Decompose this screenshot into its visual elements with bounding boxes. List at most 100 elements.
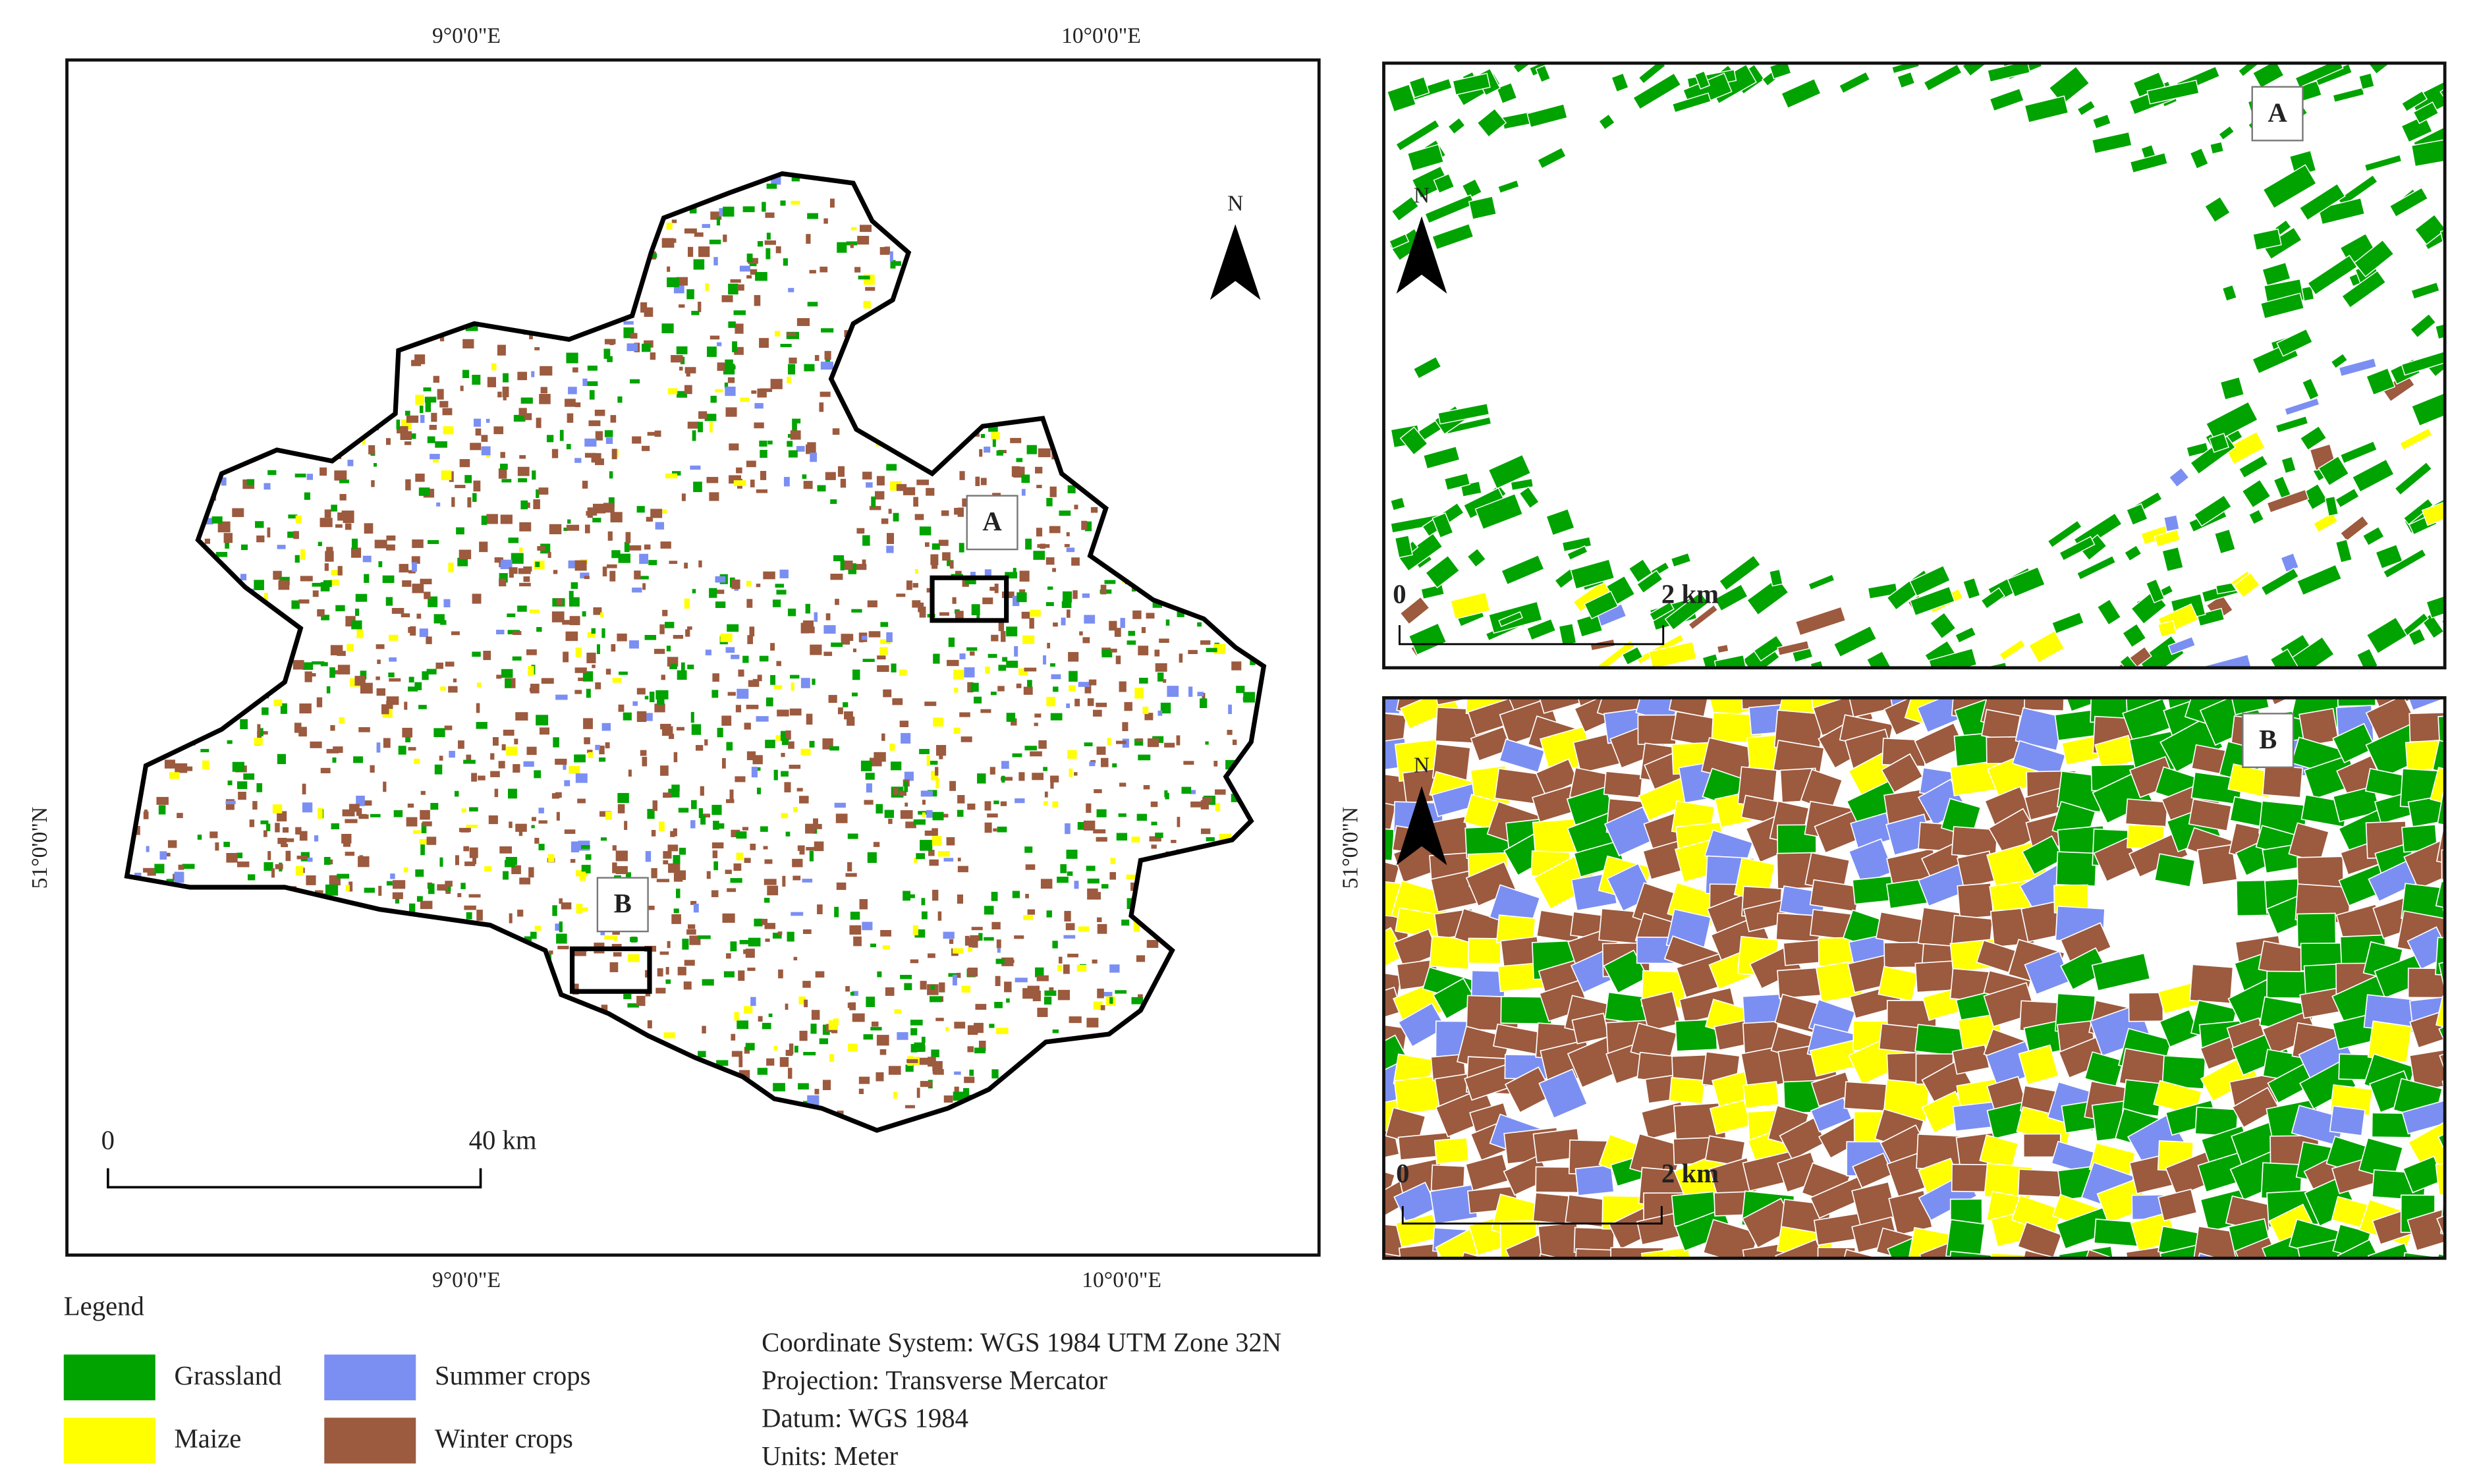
land-patch — [331, 823, 340, 830]
land-patch — [879, 639, 891, 644]
land-patch — [377, 659, 381, 665]
inset-b-frame — [1382, 696, 2447, 1260]
land-patch — [733, 480, 746, 486]
field — [1567, 545, 1588, 561]
land-patch — [781, 771, 789, 777]
land-patch — [629, 640, 639, 649]
land-patch — [460, 385, 464, 391]
land-patch — [693, 903, 699, 913]
land-patch — [765, 938, 770, 942]
land-patch — [831, 642, 843, 647]
land-patch — [949, 939, 954, 945]
land-patch — [943, 1095, 953, 1103]
field — [1989, 88, 2024, 112]
land-patch — [745, 948, 755, 958]
land-patch — [791, 912, 804, 916]
land-patch — [515, 712, 528, 721]
land-patch — [288, 514, 298, 519]
land-patch — [953, 727, 960, 734]
land-patch — [916, 480, 929, 485]
land-patch — [787, 1068, 793, 1079]
land-patch — [506, 746, 518, 756]
land-patch — [814, 1089, 820, 1095]
land-patch — [914, 1042, 925, 1052]
land-patch — [921, 911, 928, 920]
land-patch — [921, 1036, 926, 1043]
field — [2189, 964, 2234, 1004]
land-patch — [759, 655, 769, 662]
land-patch — [655, 987, 666, 994]
land-patch — [642, 757, 648, 767]
land-patch — [636, 995, 646, 1006]
land-patch — [852, 1013, 865, 1022]
land-patch — [1006, 713, 1016, 722]
land-patch — [333, 746, 343, 754]
land-patch — [312, 661, 325, 665]
land-patch — [569, 591, 574, 600]
land-patch — [823, 218, 828, 224]
land-patch — [563, 528, 569, 532]
land-patch — [748, 680, 760, 687]
land-patch — [924, 542, 930, 547]
field — [2382, 548, 2427, 579]
land-patch — [1024, 846, 1033, 853]
land-patch — [615, 850, 628, 862]
land-patch — [739, 940, 750, 945]
land-patch — [390, 873, 395, 879]
land-patch — [1078, 682, 1090, 687]
land-patch — [1093, 1001, 1103, 1010]
field — [2281, 456, 2297, 474]
land-patch — [383, 781, 387, 792]
land-patch — [931, 771, 938, 781]
field — [1397, 1002, 1447, 1048]
land-patch — [1110, 858, 1115, 864]
land-patch — [939, 612, 949, 616]
land-patch — [479, 541, 488, 553]
land-patch — [811, 1010, 820, 1020]
land-patch — [475, 428, 482, 436]
land-patch — [538, 820, 547, 824]
land-patch — [683, 981, 692, 990]
land-patch — [991, 634, 999, 642]
land-patch — [657, 968, 663, 977]
land-patch — [217, 521, 231, 533]
land-patch — [799, 1030, 808, 1041]
land-patch — [787, 441, 793, 447]
land-patch — [735, 776, 746, 783]
land-patch — [584, 576, 590, 580]
field — [1574, 1164, 1615, 1197]
land-patch — [862, 659, 875, 662]
field — [1433, 1137, 1470, 1165]
land-patch — [806, 444, 811, 454]
land-patch — [1236, 686, 1245, 694]
land-patch — [770, 379, 783, 389]
land-patch — [1069, 685, 1076, 692]
field — [1688, 604, 1719, 630]
land-patch — [1100, 991, 1113, 997]
field — [1394, 534, 1413, 559]
land-patch — [604, 430, 613, 437]
land-patch — [698, 302, 702, 312]
land-patch — [748, 258, 758, 264]
land-patch — [427, 436, 435, 443]
land-patch — [1128, 630, 1136, 636]
land-patch — [376, 676, 380, 680]
land-patch — [775, 246, 781, 254]
land-patch — [600, 837, 607, 841]
land-patch — [1066, 849, 1078, 859]
land-patch — [1067, 871, 1073, 876]
land-patch — [1202, 692, 1206, 701]
land-patch — [197, 835, 202, 840]
land-patch — [1130, 882, 1136, 891]
land-patch — [557, 945, 569, 950]
land-patch — [246, 479, 254, 485]
land-patch — [559, 429, 564, 441]
land-patch — [529, 688, 534, 692]
land-patch — [884, 810, 895, 818]
land-patch — [793, 807, 798, 813]
land-patch — [574, 402, 581, 408]
land-patch — [1045, 557, 1055, 565]
land-patch — [304, 492, 310, 500]
land-patch — [215, 842, 219, 851]
land-patch — [722, 757, 726, 769]
